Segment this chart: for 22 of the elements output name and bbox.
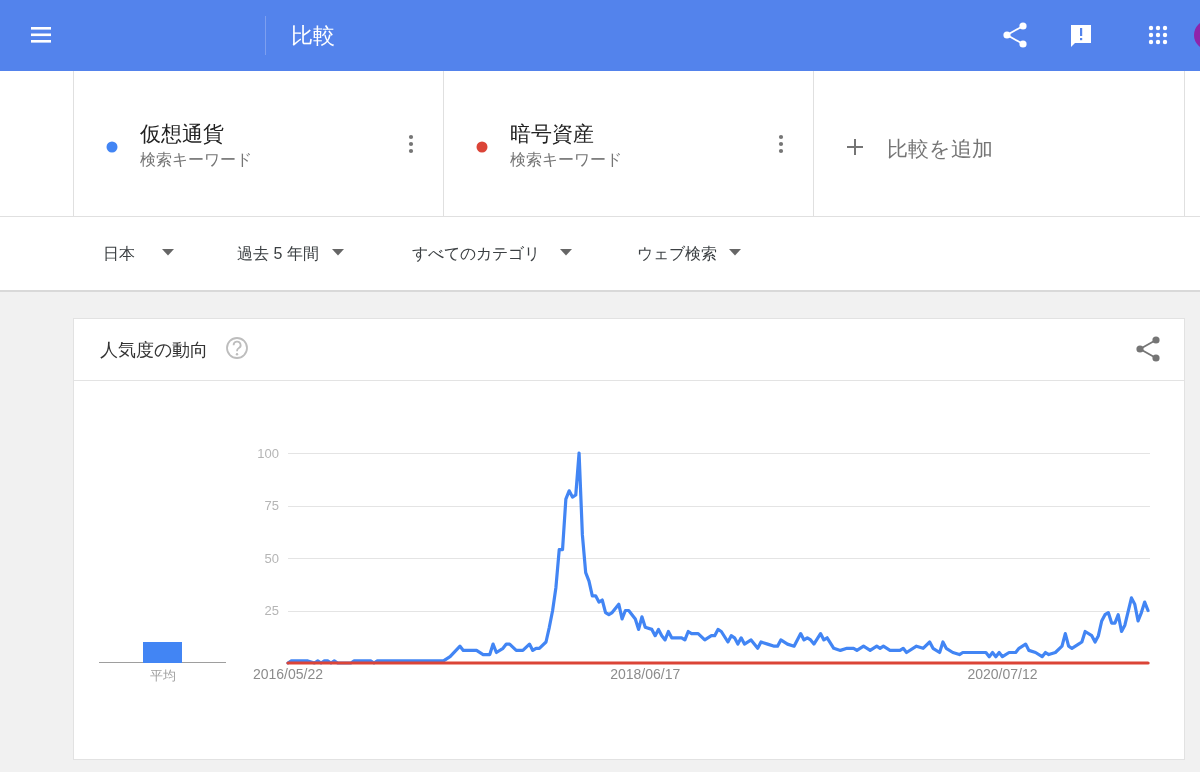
chart-title: 人気度の動向 bbox=[100, 340, 208, 360]
y-tick-label: 100 bbox=[257, 445, 279, 461]
text: 比較 bbox=[291, 23, 335, 48]
legend-label: 暗号資産 bbox=[510, 122, 594, 145]
text: 検索キーワード bbox=[140, 151, 252, 168]
text: 日本 bbox=[103, 245, 135, 262]
text: すべてのカテゴリ bbox=[412, 245, 540, 262]
legend-item: 仮想通貨 bbox=[106, 122, 224, 153]
line-series bbox=[286, 451, 1150, 665]
legend-item: 暗号資産 bbox=[476, 122, 594, 153]
text: 比較を追加 bbox=[887, 137, 993, 160]
x-tick-label: 2020/07/12 bbox=[967, 666, 1038, 682]
legend-label: 仮想通貨 bbox=[139, 122, 224, 145]
x-tick-label: 2016/05/22 bbox=[252, 666, 324, 682]
y-tick-label: 75 bbox=[264, 498, 279, 513]
x-tick-label: 2018/06/17 bbox=[610, 666, 681, 682]
text: ウェブ検索 bbox=[637, 245, 717, 262]
text: 過去 5 年間 bbox=[237, 245, 319, 262]
x-tick-label: 平均 bbox=[149, 668, 176, 683]
y-tick-label: 50 bbox=[264, 550, 279, 566]
text: 検索キーワード bbox=[510, 151, 622, 168]
y-tick-label: 25 bbox=[264, 603, 279, 618]
